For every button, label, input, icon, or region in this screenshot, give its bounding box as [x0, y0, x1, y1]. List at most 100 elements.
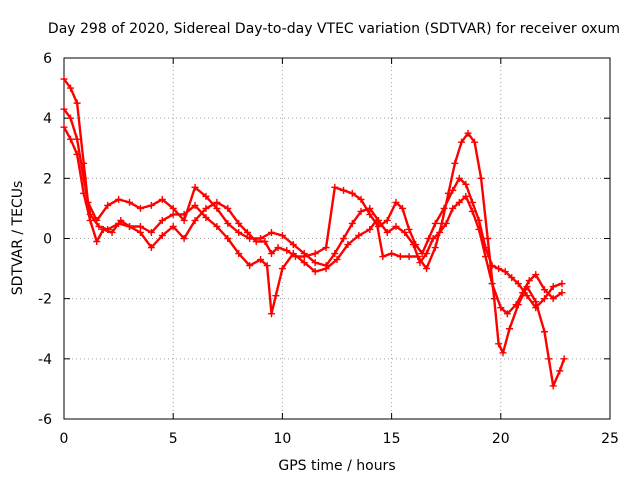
data-point — [278, 231, 286, 239]
data-point — [147, 244, 155, 252]
data-point — [136, 222, 144, 230]
data-point — [274, 244, 282, 252]
data-point — [455, 198, 463, 206]
data-point — [115, 195, 123, 203]
data-point — [224, 219, 232, 227]
data-point — [396, 253, 404, 261]
data-point — [99, 225, 107, 233]
data-point — [289, 250, 297, 258]
y-tick-label: 2 — [43, 171, 52, 187]
data-point — [348, 189, 356, 197]
data-point — [340, 186, 348, 194]
data-point — [60, 123, 68, 131]
data-point — [462, 192, 470, 200]
data-point — [322, 244, 330, 252]
data-point — [401, 228, 409, 236]
data-point — [191, 183, 199, 191]
data-point — [405, 225, 413, 233]
x-tick-label: 15 — [383, 431, 401, 447]
data-point — [95, 222, 103, 230]
data-point — [383, 216, 391, 224]
data-point — [399, 204, 407, 212]
tick-labels: 0 5 10 15 20 25 -6 -4 -2 0 2 4 6 — [38, 51, 619, 447]
x-tick-label: 20 — [492, 431, 510, 447]
data-point — [136, 204, 144, 212]
data-point — [117, 216, 125, 224]
data-point — [180, 235, 188, 242]
data-point — [331, 250, 339, 258]
data-point — [495, 265, 503, 273]
data-point — [525, 277, 533, 285]
data-point — [283, 247, 291, 255]
data-point — [549, 283, 557, 291]
data-point — [267, 310, 275, 318]
data-point — [67, 84, 75, 92]
data-point — [388, 250, 396, 258]
x-tick-label: 5 — [169, 431, 178, 447]
x-tick-label: 25 — [601, 431, 619, 447]
data-point — [289, 241, 297, 249]
y-tick-label: -4 — [38, 352, 52, 368]
data-point — [431, 219, 439, 227]
data-point — [545, 355, 553, 363]
data-point — [67, 114, 75, 122]
data-point — [558, 280, 566, 288]
data-point — [549, 382, 557, 390]
axis-ticks — [63, 57, 611, 420]
data-point — [503, 310, 511, 318]
data-point — [462, 180, 470, 188]
data-point — [169, 210, 177, 218]
data-point — [514, 301, 522, 309]
data-point — [514, 280, 522, 288]
data-point — [464, 129, 472, 137]
series-markers-2 — [60, 105, 566, 312]
data-point — [449, 204, 457, 212]
data-point — [355, 231, 363, 239]
data-point — [357, 195, 365, 203]
data-point — [252, 238, 260, 246]
data-point — [532, 271, 540, 279]
data-point — [73, 135, 81, 143]
data-point — [86, 216, 94, 224]
data-point — [60, 75, 68, 83]
data-point — [523, 283, 531, 291]
data-point — [451, 159, 459, 167]
chart-title: Day 298 of 2020, Sidereal Day-to-day VTE… — [48, 21, 620, 37]
data-point — [147, 228, 155, 236]
data-point — [499, 349, 507, 357]
data-point — [508, 274, 516, 282]
data-point — [540, 295, 548, 303]
data-point — [414, 253, 422, 261]
data-point — [348, 219, 356, 227]
data-point — [344, 241, 352, 249]
data-point — [267, 250, 275, 258]
data-point — [272, 292, 280, 300]
data-point — [158, 231, 166, 239]
series-line-2 — [62, 107, 564, 309]
data-point — [93, 238, 101, 246]
data-point — [261, 238, 269, 246]
data-point — [392, 198, 400, 206]
data-point — [311, 268, 319, 276]
data-point — [213, 222, 221, 230]
data-point — [60, 105, 68, 113]
data-point — [532, 298, 540, 306]
data-series — [60, 75, 568, 390]
data-point — [73, 150, 81, 158]
data-point — [224, 235, 232, 242]
data-point — [357, 207, 365, 215]
data-point — [438, 219, 446, 227]
data-point — [158, 216, 166, 224]
data-point — [405, 253, 413, 261]
data-point — [412, 241, 420, 249]
series-line-3 — [62, 125, 566, 388]
data-point — [300, 253, 308, 261]
x-tick-label: 10 — [273, 431, 291, 447]
data-point — [457, 138, 465, 146]
data-point — [366, 210, 374, 218]
x-tick-label: 0 — [60, 431, 69, 447]
data-point — [108, 228, 116, 236]
data-point — [490, 295, 498, 303]
data-point — [383, 228, 391, 236]
data-point — [484, 235, 492, 242]
